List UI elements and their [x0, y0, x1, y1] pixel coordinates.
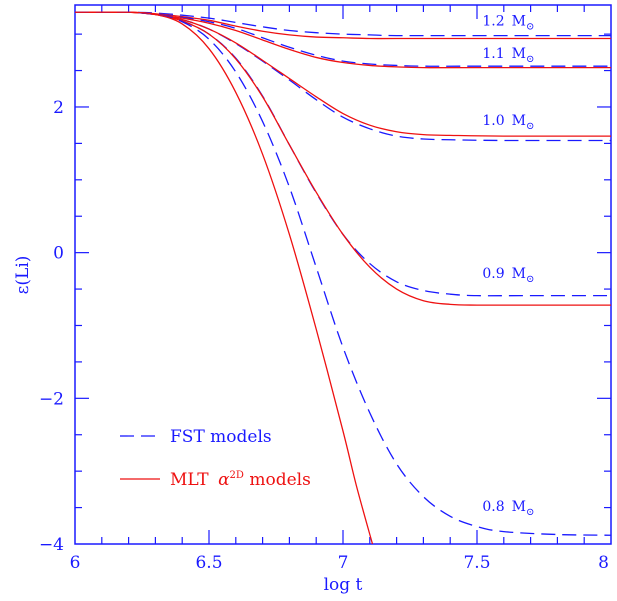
mass-unit: M — [512, 266, 526, 282]
sun-symbol-icon: ⊙ — [526, 54, 534, 65]
mass-label: 0.8 M⊙ — [482, 499, 534, 518]
y-tick-labels: −4 −2 0 2 — [39, 98, 64, 555]
mass-value: 0.8 — [482, 499, 504, 515]
mass-unit: M — [512, 46, 526, 62]
x-tick-label: 6 — [70, 553, 81, 573]
x-tick-label: 7 — [338, 553, 349, 573]
mass-label: 1.2 M⊙ — [482, 13, 534, 32]
series-lines — [75, 11, 611, 544]
mass-value: 1.2 — [482, 13, 504, 29]
legend-mlt-sup: 2D — [230, 470, 244, 481]
sun-symbol-icon: ⊙ — [526, 21, 534, 32]
mass-value: 1.0 — [482, 113, 504, 129]
series-mlt-1_2 — [75, 11, 611, 40]
mass-unit: M — [512, 113, 526, 129]
y-tick-label: 0 — [53, 244, 64, 264]
x-tick-label: 7.5 — [463, 553, 490, 573]
legend-mlt-alpha: α — [218, 470, 230, 490]
y-axis-label: ε(Li) — [13, 256, 33, 295]
x-tick-labels: 6 6.5 7 7.5 8 — [70, 553, 609, 573]
mass-unit: M — [512, 13, 526, 29]
y-tick-label: 2 — [53, 98, 64, 118]
sun-symbol-icon: ⊙ — [526, 274, 534, 285]
y-tick-label: −4 — [39, 535, 64, 555]
mass-labels: 1.2 M⊙1.1 M⊙1.0 M⊙0.9 M⊙0.8 M⊙ — [482, 13, 534, 518]
axis-ticks — [75, 5, 611, 544]
legend-mlt-suffix: models — [244, 470, 311, 490]
series-fst-1_2 — [75, 11, 611, 37]
mass-value: 1.1 — [482, 46, 504, 62]
legend: FST models MLT α2D models — [120, 427, 311, 490]
mass-value: 0.9 — [482, 266, 504, 282]
series-fst-0_9 — [75, 11, 611, 297]
sun-symbol-icon: ⊙ — [526, 507, 534, 518]
legend-mlt-prefix: MLT — [170, 470, 214, 490]
series-mlt-0_9 — [75, 11, 611, 306]
x-axis-label: log t — [324, 575, 363, 595]
y-tick-label: −2 — [39, 389, 64, 409]
x-tick-label: 8 — [598, 553, 609, 573]
legend-fst-label: FST models — [170, 427, 272, 447]
series-mlt-0_8 — [75, 11, 374, 544]
legend-mlt-label: MLT α2D models — [170, 470, 311, 490]
mass-unit: M — [512, 499, 526, 515]
series-fst-0_8 — [75, 11, 611, 536]
mass-label: 1.1 M⊙ — [482, 46, 534, 65]
mass-label: 0.9 M⊙ — [482, 266, 534, 285]
x-tick-label: 6.5 — [195, 553, 222, 573]
mass-label: 1.0 M⊙ — [482, 113, 534, 132]
sun-symbol-icon: ⊙ — [526, 121, 534, 132]
